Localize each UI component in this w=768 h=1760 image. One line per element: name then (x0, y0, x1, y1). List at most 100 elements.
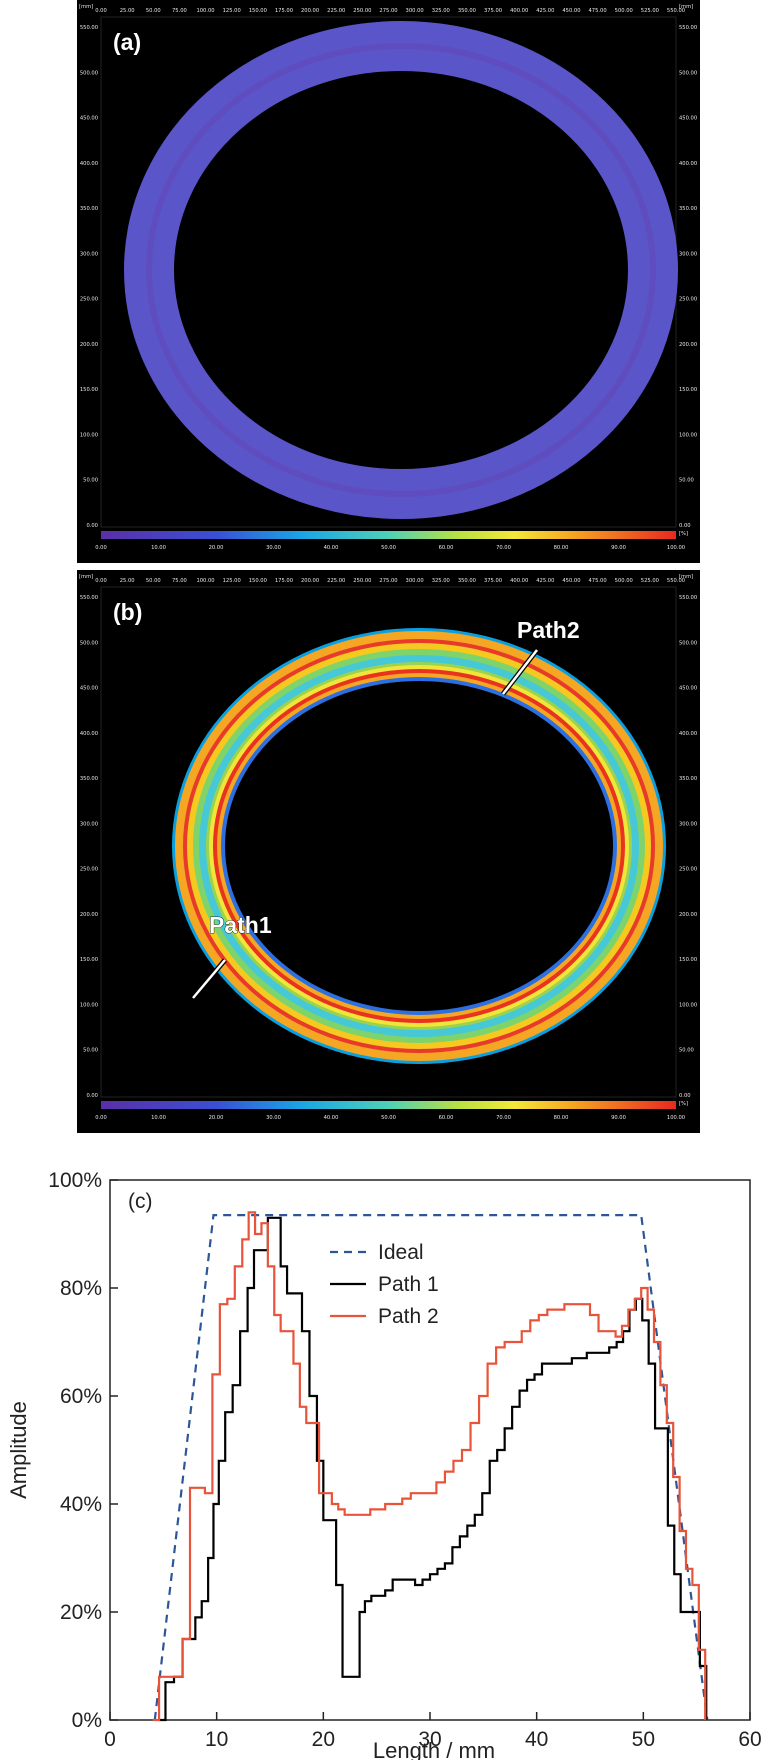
panel-b-x-tick: 100.00 (196, 578, 214, 584)
panel-a-y-tick-left: 150.00 (80, 387, 98, 393)
panel-b-ring (172, 628, 666, 1064)
panel-b-color-scale (101, 1101, 676, 1109)
panel-a-x-tick: 150.00 (249, 8, 267, 14)
panel-a-x-tick: 500.00 (615, 8, 633, 14)
panel-a-x-tick: 325.00 (432, 8, 450, 14)
panel-a-y-tick-right: 500.00 (679, 70, 697, 76)
panel-b-y-tick-left: 350.00 (80, 776, 98, 782)
panel-a-y-tick-right: 550.00 (679, 25, 697, 31)
panel-a-scale-tick: 20.00 (209, 545, 224, 551)
y-tick-label: 0% (72, 1709, 102, 1732)
legend-entry-label: Ideal (378, 1241, 424, 1264)
legend: Ideal Path 1 Path 2 (330, 1241, 439, 1328)
panel-b-x-tick: 500.00 (615, 578, 633, 584)
x-tick-label: 10 (205, 1728, 228, 1751)
panel-b-y-tick-right: 350.00 (679, 776, 697, 782)
panel-a-color-scale (101, 531, 676, 539)
panel-b-y-tick-right: 150.00 (679, 957, 697, 963)
panel-a-scale-tick: 60.00 (439, 545, 454, 551)
x-tick-label: 40 (525, 1728, 548, 1751)
x-tick-label: 30 (418, 1728, 441, 1751)
panel-b-x-tick: 300.00 (406, 578, 424, 584)
panel-a-y-tick-right: 250.00 (679, 297, 697, 303)
panel-b-y-tick-left: 150.00 (80, 957, 98, 963)
panel-a-x-tick: 25.00 (120, 8, 135, 14)
panel-b-y-tick-right: 250.00 (679, 867, 697, 873)
panel-b-label: (b) (113, 599, 142, 625)
panel-b-y-tick-left: 500.00 (80, 640, 98, 646)
panel-a-svg: [mm] [mm] 0.00 25.00 50.00 75.00 100.00 125.0… (79, 4, 697, 551)
panel-a-scale-tick: 10.00 (151, 545, 166, 551)
panel-a-x-tick: 350.00 (458, 8, 476, 14)
panel-b-ring-image: Path1 Path2 [mm] [mm] 0.00 25.00 50.00 75.0… (77, 570, 700, 1133)
panel-a-y-tick-left: 0.00 (86, 523, 98, 529)
panel-a-y-tick-right: 100.00 (679, 432, 697, 438)
path2-label: Path2 (517, 617, 580, 643)
panel-b-y-tick-right: 50.00 (679, 1048, 694, 1054)
panel-a-ring-image: [mm] [mm] 0.00 25.00 50.00 75.00 100.00 125.0… (77, 0, 700, 563)
panel-a-x-tick: 300.00 (406, 8, 424, 14)
x-tick-label: 20 (312, 1728, 335, 1751)
series-line-path-2 (152, 1211, 707, 1722)
panel-a-x-tick: 50.00 (146, 8, 161, 14)
panel-b-x-tick: 350.00 (458, 578, 476, 584)
panel-a-y-tick-left: 50.00 (83, 478, 98, 484)
y-tick-label: 60% (60, 1385, 102, 1408)
panel-b-scale-unit: [%] (679, 1101, 688, 1107)
plot-frame (109, 1179, 751, 1721)
panel-a-x-tick: 175.00 (275, 8, 293, 14)
panel-a-x-tick: 100.00 (196, 8, 214, 14)
panel-a-x-tick: 550.00 (667, 8, 685, 14)
x-tick-label: 60 (738, 1728, 761, 1751)
x-axis-label: Length / mm (373, 1738, 495, 1760)
ring-hole (225, 681, 613, 1011)
panel-b-scale-tick: 80.00 (554, 1115, 569, 1121)
y-tick-label: 20% (60, 1601, 102, 1624)
panel-a-x-tick: 475.00 (589, 8, 607, 14)
panel-a-x-tick: 200.00 (301, 8, 319, 14)
panel-a-y-tick-left: 100.00 (80, 432, 98, 438)
panel-b-x-tick: 375.00 (484, 578, 502, 584)
panel-a-x-tick: 525.00 (641, 8, 659, 14)
panel-b-scale-tick: 50.00 (381, 1115, 396, 1121)
panel-a-y-tick-left: 400.00 (80, 161, 98, 167)
panel-b-x-tick: 525.00 (641, 578, 659, 584)
panel-b-y-tick-left: 100.00 (80, 1002, 98, 1008)
panel-a-x-tick: 275.00 (379, 8, 397, 14)
panel-b-x-tick: 325.00 (432, 578, 450, 584)
panel-a-x-tick: 400.00 (510, 8, 528, 14)
legend-entry-label: Path 2 (378, 1305, 439, 1328)
panel-b-x-tick: 150.00 (249, 578, 267, 584)
panel-b-scale-tick: 10.00 (151, 1115, 166, 1121)
panel-a-y-tick-left: 200.00 (80, 342, 98, 348)
panel-a-y-tick-left: 350.00 (80, 206, 98, 212)
panel-b-unit-left: [mm] (79, 574, 93, 580)
x-tick-label: 50 (632, 1728, 655, 1751)
panel-b-x-tick: 475.00 (589, 578, 607, 584)
panel-a-y-tick-left: 250.00 (80, 297, 98, 303)
panel-b-y-tick-left: 0.00 (86, 1093, 98, 1099)
y-tick-label: 40% (60, 1493, 102, 1516)
panel-a-x-tick: 375.00 (484, 8, 502, 14)
panel-b-y-tick-right: 400.00 (679, 731, 697, 737)
panel-b-x-tick: 250.00 (353, 578, 371, 584)
panel-a-x-tick: 425.00 (536, 8, 554, 14)
panel-b-x-tick: 75.00 (172, 578, 187, 584)
panel-b-y-tick-right: 300.00 (679, 821, 697, 827)
panel-a-y-tick-left: 500.00 (80, 70, 98, 76)
panel-b-y-tick-right: 200.00 (679, 912, 697, 918)
panel-b-y-tick-right: 450.00 (679, 686, 697, 692)
panel-a-scale-tick: 80.00 (554, 545, 569, 551)
panel-b-y-tick-right: 500.00 (679, 640, 697, 646)
panel-a-ring-shade (146, 43, 656, 497)
panel-b-scale-tick: 60.00 (439, 1115, 454, 1121)
panel-b-x-tick: 0.00 (95, 578, 107, 584)
panel-b-y-tick-left: 50.00 (83, 1048, 98, 1054)
panel-b-scale-tick: 70.00 (496, 1115, 511, 1121)
panel-b-scale-tick: 0.00 (95, 1115, 107, 1121)
panel-b-y-tick-left: 300.00 (80, 821, 98, 827)
panel-a-scale-tick: 90.00 (611, 545, 626, 551)
panel-b-x-tick: 275.00 (379, 578, 397, 584)
panel-b-x-tick: 175.00 (275, 578, 293, 584)
panel-b-scale-tick: 30.00 (266, 1115, 281, 1121)
